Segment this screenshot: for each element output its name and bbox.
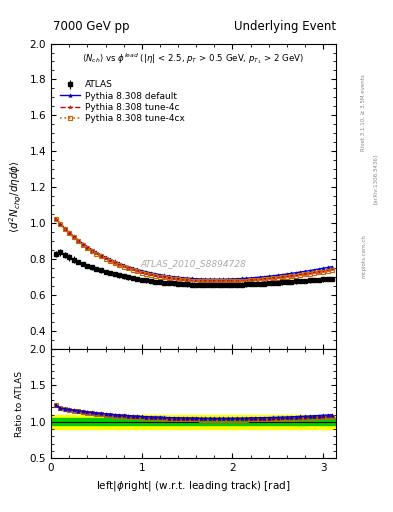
Pythia 8.308 tune-4c: [76, 238, 81, 244]
Pythia 8.308 default: [298, 269, 303, 275]
Bar: [51, 415, 336, 429]
Pythia 8.308 tune-4cx: [217, 279, 221, 285]
Pythia 8.308 tune-4cx: [330, 267, 334, 273]
Y-axis label: $\langle d^2 N_{chg}/d\eta d\phi \rangle$: $\langle d^2 N_{chg}/d\eta d\phi \rangle…: [8, 160, 24, 233]
Text: Rivet 3.1.10, ≥ 3.5M events: Rivet 3.1.10, ≥ 3.5M events: [361, 74, 366, 151]
Pythia 8.308 tune-4c: [108, 258, 112, 264]
Line: Pythia 8.308 tune-4c: Pythia 8.308 tune-4c: [53, 216, 335, 284]
Pythia 8.308 default: [212, 276, 217, 282]
Pythia 8.308 tune-4cx: [298, 272, 303, 278]
Pythia 8.308 tune-4cx: [126, 265, 130, 271]
Pythia 8.308 default: [53, 216, 58, 222]
X-axis label: left|$\phi$right| (w.r.t. leading track) [rad]: left|$\phi$right| (w.r.t. leading track)…: [96, 479, 291, 493]
Pythia 8.308 default: [189, 275, 194, 282]
Line: Pythia 8.308 default: Pythia 8.308 default: [54, 217, 334, 281]
Pythia 8.308 tune-4cx: [108, 258, 112, 264]
Pythia 8.308 tune-4cx: [226, 279, 230, 285]
Pythia 8.308 tune-4c: [189, 277, 194, 283]
Bar: [51, 418, 336, 425]
Text: mcplots.cern.ch: mcplots.cern.ch: [361, 234, 366, 278]
Pythia 8.308 default: [330, 264, 334, 270]
Pythia 8.308 default: [108, 257, 112, 263]
Legend: ATLAS, Pythia 8.308 default, Pythia 8.308 tune-4c, Pythia 8.308 tune-4cx: ATLAS, Pythia 8.308 default, Pythia 8.30…: [59, 79, 186, 125]
Text: 7000 GeV pp: 7000 GeV pp: [53, 20, 130, 33]
Text: [arXiv:1306.3436]: [arXiv:1306.3436]: [373, 154, 378, 204]
Pythia 8.308 tune-4cx: [189, 278, 194, 284]
Y-axis label: Ratio to ATLAS: Ratio to ATLAS: [15, 371, 24, 437]
Pythia 8.308 tune-4c: [298, 271, 303, 278]
Text: ATLAS_2010_S8894728: ATLAS_2010_S8894728: [141, 259, 246, 268]
Line: Pythia 8.308 tune-4cx: Pythia 8.308 tune-4cx: [54, 217, 334, 283]
Pythia 8.308 tune-4cx: [76, 238, 81, 244]
Pythia 8.308 default: [226, 276, 230, 282]
Pythia 8.308 tune-4c: [53, 216, 58, 222]
Pythia 8.308 tune-4c: [126, 265, 130, 271]
Pythia 8.308 default: [76, 237, 81, 243]
Pythia 8.308 tune-4c: [226, 278, 230, 284]
Text: $\langle N_{ch}\rangle$ vs $\phi^{lead}$ (|$\eta$| < 2.5, $p_T$ > 0.5 GeV, $p_{T: $\langle N_{ch}\rangle$ vs $\phi^{lead}$…: [83, 51, 305, 66]
Pythia 8.308 tune-4cx: [53, 216, 58, 222]
Pythia 8.308 default: [126, 264, 130, 270]
Pythia 8.308 tune-4c: [330, 266, 334, 272]
Text: Underlying Event: Underlying Event: [234, 20, 336, 33]
Pythia 8.308 tune-4c: [217, 278, 221, 284]
